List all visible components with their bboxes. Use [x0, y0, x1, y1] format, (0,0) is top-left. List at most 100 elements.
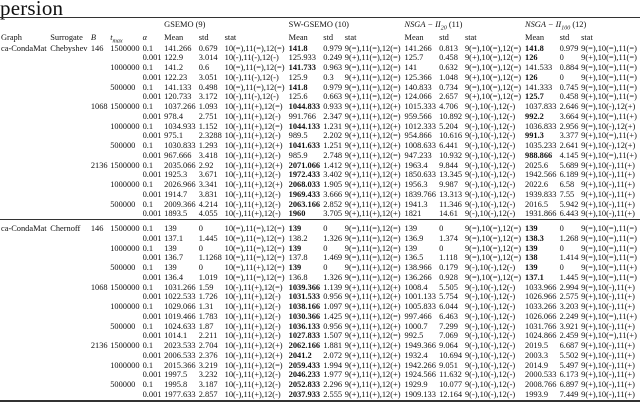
cell-std: 0	[559, 243, 564, 253]
table-row: 1000000 0.1 139 0 10(=),11(=),12(=) 139 0 9(=),…	[0, 244, 640, 254]
cell-stat: 10(-),11(+),12(-)	[223, 389, 288, 402]
cell-surrogate	[49, 341, 90, 351]
cell-mean: 2035.066	[164, 160, 196, 170]
algo-header-sw-gsemo: SW-GSEMO (10)	[287, 16, 404, 33]
cell-std: 3.051	[198, 72, 218, 82]
table-row: 500000 0.1 2009.366 4.214 10(-),11(+),12(-) 2…	[0, 200, 640, 210]
cell-graph	[0, 131, 49, 141]
cell-surrogate	[49, 131, 90, 141]
algo-sub: 100	[561, 25, 571, 32]
cell-mean: 1941.3	[404, 199, 428, 209]
cell-mean: 1033.966	[525, 282, 557, 292]
cell-budget	[90, 200, 109, 210]
cell-mean: 991.3	[525, 131, 544, 141]
cell-mean: 1956.3	[404, 180, 428, 189]
cell-std: 0.933	[323, 102, 343, 111]
cell-tmax: 1500000	[109, 218, 142, 234]
cell-stat: 10(-),11(+),12(=)	[224, 121, 283, 131]
cell-std: 0.6	[198, 63, 210, 72]
cell-stat: 9(+),10(-),11(+)	[581, 360, 635, 370]
col-std: std	[439, 32, 449, 42]
cell-mean: 989.5	[288, 131, 308, 141]
cell-surrogate	[49, 83, 90, 93]
cell-std: 0.458	[439, 53, 458, 63]
cell-std: 0	[198, 263, 203, 272]
cell-std: 0.956	[323, 292, 343, 302]
cell-stat: 10(-),11(-),12(-)	[224, 72, 279, 82]
cell-std: 2.956	[559, 121, 579, 131]
cell-stat: 9(+),11(+),12(=)	[344, 150, 401, 160]
cell-stat: 9(-),10(-),12(-)	[464, 331, 516, 341]
cell-tmax	[109, 53, 141, 63]
table-row: 0.001 975.1 2.3288 10(-),11(+),12(-) 989.5 2.…	[0, 131, 640, 141]
cell-std: 5.689	[559, 160, 579, 170]
cell-tmax: 500000	[110, 321, 136, 331]
cell-mean: 1038.166	[288, 302, 321, 311]
cell-std: 1.139	[323, 282, 343, 292]
cell-mean: 1041.633	[288, 141, 321, 150]
cell-surrogate	[49, 122, 90, 132]
cell-stat: 10(-),11(+),12(-)	[224, 292, 281, 302]
cell-std: 3.921	[559, 321, 579, 331]
cell-stat: 9(=),11(=),12(=)	[344, 233, 401, 243]
cell-std: 9.844	[439, 160, 458, 170]
cell-std: 0.679	[198, 43, 218, 53]
cell-tmax	[109, 351, 141, 361]
cell-mean: 1031.266	[164, 282, 196, 292]
cell-alpha: 0.001	[142, 331, 162, 341]
table-row: 0.001 122.9 3.014 10(-),11(-),12(-) 125.933 0…	[0, 53, 640, 63]
cell-tmax	[109, 370, 141, 380]
cell-alpha: 0.001	[142, 189, 162, 199]
table-row: ca-CondaMat Chebyshev 146 1500000 0.1 141.266…	[0, 44, 640, 54]
cell-budget	[90, 141, 109, 151]
cell-std: 1.412	[323, 160, 343, 170]
cell-stat: 9(+),11(+),12(+)	[344, 302, 401, 311]
cell-graph	[0, 151, 49, 161]
cell-surrogate	[49, 351, 90, 361]
cell-stat: 9(+),11(+),12(=)	[344, 311, 401, 321]
cell-std: 0	[197, 218, 224, 234]
cell-budget	[90, 244, 109, 254]
algo-name: SW-GSEMO	[288, 20, 333, 29]
cell-std: 3.341	[198, 180, 218, 189]
cell-alpha: 0.001	[142, 233, 162, 243]
cell-tmax	[109, 131, 141, 141]
cell-mean: 2071.066	[288, 160, 321, 170]
cell-std: 9.051	[439, 360, 458, 370]
algo-header-nsga-ii-100: NSGA − II100 (12)	[524, 16, 640, 33]
cell-surrogate	[49, 180, 90, 190]
cell-surrogate	[49, 370, 90, 380]
cell-stat: 9(+),10(-),11(+)	[581, 160, 635, 170]
cell-tmax	[109, 292, 141, 302]
cell-alpha: 0.001	[142, 170, 162, 180]
cell-stat: 9(-),10(-),12(-)	[464, 380, 516, 389]
cell-std: 0	[438, 218, 464, 234]
cell-mean: 141.8	[525, 43, 544, 53]
cell-mean: 141.266	[404, 43, 432, 53]
cell-budget	[90, 302, 109, 312]
cell-stat: 9(=),11(=),12(=)	[344, 243, 401, 253]
cell-stat: 9(-),10(-),12(-)	[464, 131, 516, 141]
cell-mean: 139	[288, 243, 302, 253]
cell-stat: 9(+),11(+),12(+)	[344, 292, 401, 302]
cell-stat: 9(+),11(+),12(+)	[344, 370, 401, 380]
cell-stat: 9(+),11(+),12(+)	[344, 282, 401, 292]
cell-mean: 1960	[288, 209, 306, 219]
cell-tmax	[109, 170, 141, 180]
cell-graph	[0, 244, 49, 254]
cell-stat: 10(=),11(=),12(=)	[224, 233, 285, 243]
cell-surrogate	[49, 102, 90, 112]
cell-std: 2.748	[323, 150, 343, 160]
cell-std: 4.055	[198, 209, 218, 219]
cell-std: 1.326	[323, 272, 343, 282]
cell-tmax: 1000000	[110, 121, 140, 131]
cell-mean: 2015.366	[164, 360, 196, 370]
cell-mean: 1024.866	[525, 331, 557, 341]
cell-stat: 9(+),10(-),11(+)	[581, 199, 635, 209]
cell-tmax: 1500000	[110, 160, 140, 170]
cell-budget	[90, 122, 109, 132]
cell-graph	[0, 170, 49, 180]
col-mean: Mean	[404, 32, 424, 42]
cell-stat: 9(+),11(+),12(+)	[344, 380, 401, 389]
cell-mean: 137.1	[164, 233, 184, 243]
